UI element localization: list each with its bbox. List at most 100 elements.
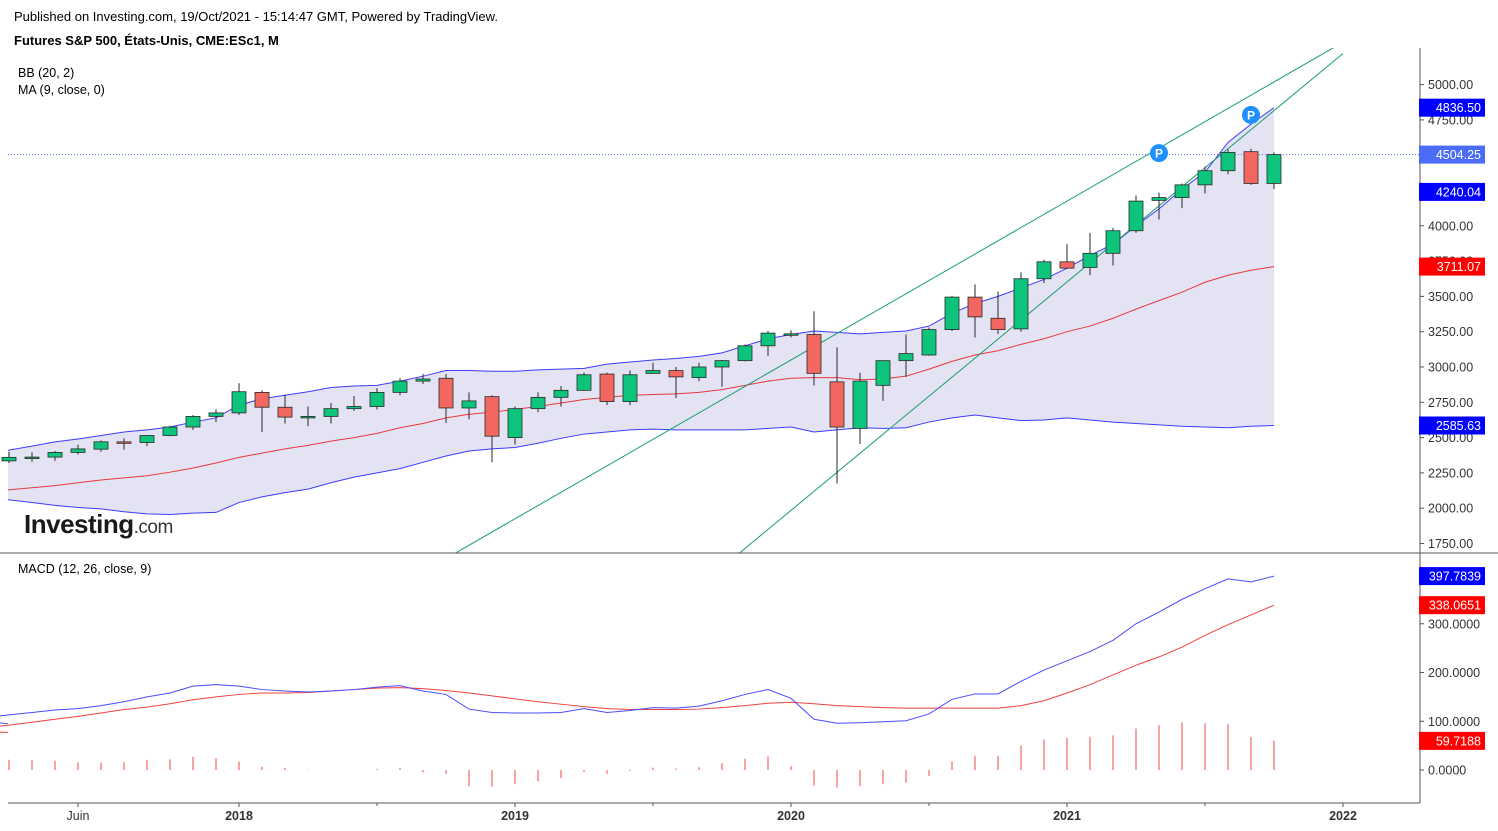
candle-body-up bbox=[944, 296, 960, 330]
candle-body-up bbox=[576, 374, 592, 391]
candle bbox=[967, 284, 983, 338]
candle bbox=[1036, 259, 1052, 283]
candle bbox=[645, 362, 661, 374]
pivot-marker[interactable]: P bbox=[1242, 105, 1260, 124]
candle-body-down bbox=[254, 392, 270, 408]
time-tick-label: 2020 bbox=[777, 809, 805, 823]
candle bbox=[576, 372, 592, 392]
instrument-title: Futures S&P 500, États-Unis, CME:ESc1, M bbox=[14, 33, 279, 48]
candle-body-up bbox=[1151, 197, 1167, 201]
candle bbox=[369, 388, 385, 410]
macd-panel bbox=[0, 575, 1275, 788]
candle bbox=[783, 330, 799, 338]
price-tick-label: 2250.00 bbox=[1428, 466, 1473, 480]
candle-body-up bbox=[714, 360, 730, 368]
candle bbox=[1174, 183, 1190, 209]
candle-body-up bbox=[300, 416, 316, 419]
candle bbox=[70, 444, 86, 455]
candle bbox=[990, 291, 1006, 334]
candle bbox=[208, 409, 224, 423]
candle bbox=[944, 295, 960, 331]
time-tick-label: 2022 bbox=[1329, 809, 1357, 823]
candle bbox=[185, 415, 201, 430]
pivot-label: P bbox=[1155, 147, 1163, 161]
candle bbox=[829, 347, 845, 484]
candle bbox=[277, 394, 293, 424]
candle-body-down bbox=[829, 381, 845, 428]
candle-body-up bbox=[852, 380, 868, 429]
bb-fill bbox=[8, 107, 1274, 515]
candle-body-up bbox=[645, 370, 661, 374]
price-tick-label: 1750.00 bbox=[1428, 537, 1473, 551]
candle bbox=[898, 334, 914, 377]
logo-brand: Investing bbox=[24, 509, 134, 539]
candle bbox=[622, 370, 638, 406]
candle-body-up bbox=[760, 332, 776, 347]
candle bbox=[24, 452, 40, 462]
candle-body-up bbox=[1174, 184, 1190, 198]
candle-body-up bbox=[507, 408, 523, 438]
candle-body-up bbox=[622, 374, 638, 402]
price-tag: 2585.63 bbox=[1419, 416, 1485, 435]
candle bbox=[162, 425, 178, 437]
macd-tag: 397.7839 bbox=[1419, 567, 1485, 586]
price-tag-bg bbox=[1419, 182, 1485, 201]
candle bbox=[461, 392, 477, 420]
candle-body-down bbox=[990, 317, 1006, 330]
ma-line bbox=[8, 266, 1275, 491]
price-tag: 4504.25 bbox=[1419, 145, 1485, 164]
candle-body-up bbox=[208, 412, 224, 417]
candle bbox=[484, 395, 500, 463]
candle-body-down bbox=[806, 334, 822, 374]
price-tag: 4240.04 bbox=[1419, 182, 1485, 201]
candle bbox=[116, 438, 132, 450]
macd-tag-text: 338.0651 bbox=[1429, 599, 1481, 613]
price-tick-label: 2000.00 bbox=[1428, 502, 1473, 516]
candle bbox=[507, 406, 523, 445]
candle bbox=[691, 362, 707, 382]
candle-body-up bbox=[1, 456, 17, 462]
candle-body-up bbox=[93, 441, 109, 450]
candle-body-up bbox=[1220, 151, 1236, 172]
candle bbox=[1, 451, 17, 464]
candle-body-up bbox=[369, 392, 385, 407]
price-tag-text: 4504.25 bbox=[1436, 148, 1481, 162]
candle-body-up bbox=[346, 406, 362, 410]
candle-body-down bbox=[668, 370, 684, 378]
candle-body-down bbox=[116, 441, 132, 444]
candle bbox=[1197, 166, 1213, 194]
candle-body-up bbox=[553, 389, 569, 398]
pivot-label: P bbox=[1247, 108, 1255, 122]
pivot-marker[interactable]: P bbox=[1150, 144, 1168, 163]
bollinger-bands bbox=[8, 107, 1420, 516]
ma-indicator-label[interactable]: MA (9, close, 0) bbox=[18, 83, 105, 97]
macd-tag-text: 59.7188 bbox=[1436, 734, 1481, 748]
candle-body-up bbox=[47, 452, 63, 458]
candle bbox=[852, 372, 868, 444]
logo-suffix: .com bbox=[133, 517, 174, 538]
trend-line-2 bbox=[738, 53, 1344, 553]
macd-tag: 338.0651 bbox=[1419, 596, 1485, 615]
price-tick-label: 2500.00 bbox=[1428, 431, 1473, 445]
candle-body-down bbox=[1059, 261, 1075, 269]
candle-body-up bbox=[1082, 252, 1098, 268]
candle bbox=[530, 392, 546, 413]
candle bbox=[599, 372, 615, 406]
candle bbox=[254, 390, 270, 432]
bb-indicator-label[interactable]: BB (20, 2) bbox=[18, 66, 75, 80]
macd-indicator-label[interactable]: MACD (12, 26, close, 9) bbox=[18, 562, 152, 576]
candle-body-up bbox=[139, 435, 155, 443]
candle bbox=[231, 383, 247, 416]
time-tick-label: 2019 bbox=[501, 809, 529, 823]
pivot-circle bbox=[1242, 105, 1260, 124]
macd-tag-text: 397.7839 bbox=[1429, 570, 1481, 584]
candle bbox=[323, 403, 339, 424]
candle-body-up bbox=[783, 333, 799, 336]
price-tag-text: 2585.63 bbox=[1436, 419, 1481, 433]
price-tick-label: 3500.00 bbox=[1428, 290, 1473, 304]
candle-body-up bbox=[461, 400, 477, 409]
price-tag-bg bbox=[1419, 145, 1485, 164]
candle-body-up bbox=[1266, 154, 1282, 184]
candle bbox=[1013, 272, 1029, 332]
